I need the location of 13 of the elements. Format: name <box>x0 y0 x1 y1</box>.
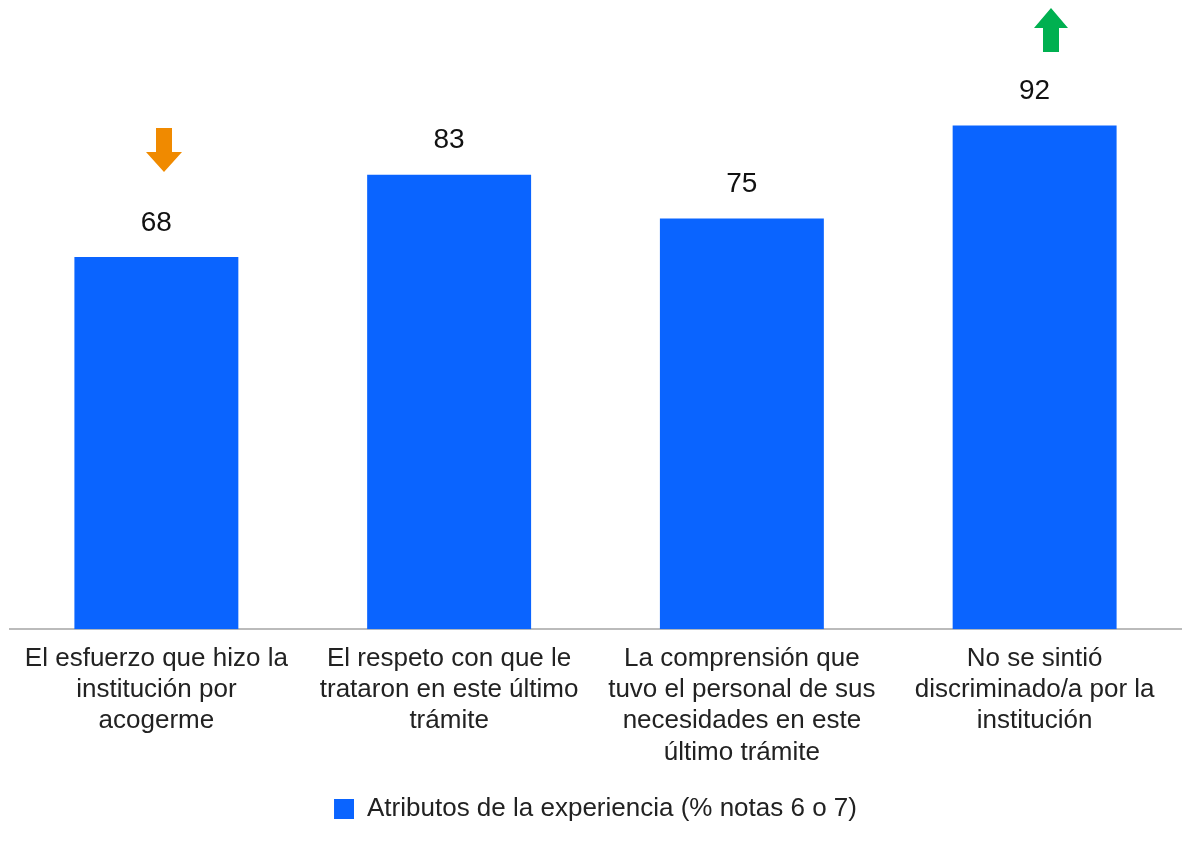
x-tick-label: La comprensión que tuvo el personal de sus necesidades en este último trámite <box>608 641 876 766</box>
bar <box>952 125 1117 630</box>
data-label: 75 <box>726 167 758 199</box>
data-label: 83 <box>433 123 465 155</box>
bar <box>659 218 824 630</box>
data-label: 68 <box>140 205 172 237</box>
bar <box>74 256 239 630</box>
bar <box>367 174 532 630</box>
data-label: 92 <box>1019 74 1051 106</box>
legend-label: Atributos de la experiencia (% notas 6 o 7) <box>367 792 857 823</box>
x-tick-label: No se sintió discriminado/a por la institución <box>914 641 1156 735</box>
x-tick-label: El esfuerzo que hizo la institución por acogerme <box>24 641 289 735</box>
x-tick-label: El respeto con que le trataron en este último trámite <box>319 641 579 735</box>
